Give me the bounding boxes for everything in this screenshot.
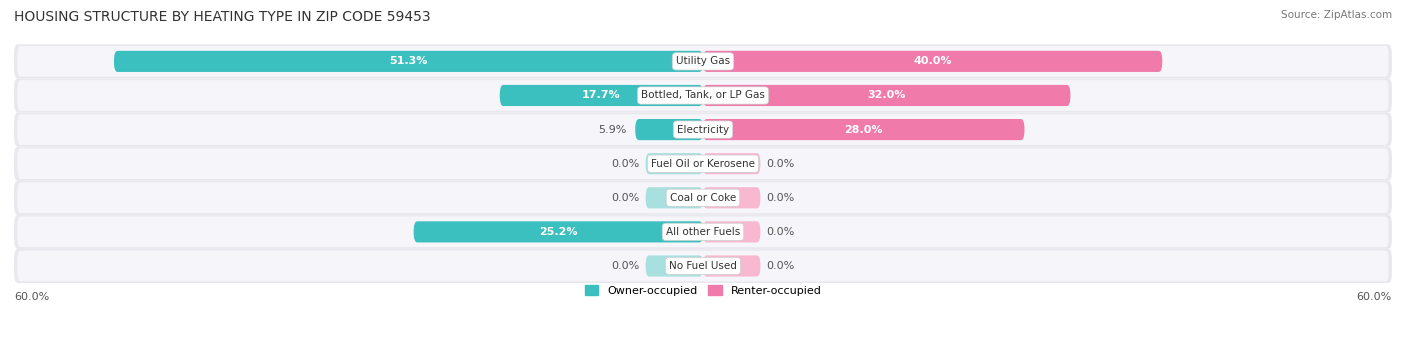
Text: 0.0%: 0.0% (766, 159, 794, 169)
FancyBboxPatch shape (636, 119, 703, 140)
FancyBboxPatch shape (703, 255, 761, 277)
Text: 40.0%: 40.0% (914, 56, 952, 66)
FancyBboxPatch shape (645, 187, 703, 208)
FancyBboxPatch shape (703, 187, 761, 208)
Text: Fuel Oil or Kerosene: Fuel Oil or Kerosene (651, 159, 755, 169)
Text: 0.0%: 0.0% (766, 227, 794, 237)
FancyBboxPatch shape (14, 181, 1392, 215)
Text: 32.0%: 32.0% (868, 90, 905, 101)
Text: 0.0%: 0.0% (612, 261, 640, 271)
Text: Utility Gas: Utility Gas (676, 56, 730, 66)
FancyBboxPatch shape (14, 215, 1392, 249)
FancyBboxPatch shape (14, 78, 1392, 113)
Text: 60.0%: 60.0% (1357, 292, 1392, 301)
Text: 0.0%: 0.0% (766, 261, 794, 271)
FancyBboxPatch shape (17, 251, 1389, 281)
FancyBboxPatch shape (14, 113, 1392, 147)
Text: No Fuel Used: No Fuel Used (669, 261, 737, 271)
Text: All other Fuels: All other Fuels (666, 227, 740, 237)
Text: Bottled, Tank, or LP Gas: Bottled, Tank, or LP Gas (641, 90, 765, 101)
Text: 51.3%: 51.3% (389, 56, 427, 66)
FancyBboxPatch shape (14, 44, 1392, 78)
Text: Electricity: Electricity (676, 124, 730, 135)
FancyBboxPatch shape (703, 221, 761, 242)
FancyBboxPatch shape (703, 85, 1070, 106)
Text: Coal or Coke: Coal or Coke (669, 193, 737, 203)
FancyBboxPatch shape (703, 51, 1163, 72)
FancyBboxPatch shape (14, 147, 1392, 181)
FancyBboxPatch shape (645, 153, 703, 174)
FancyBboxPatch shape (703, 119, 1025, 140)
Text: 28.0%: 28.0% (845, 124, 883, 135)
Text: Source: ZipAtlas.com: Source: ZipAtlas.com (1281, 10, 1392, 20)
FancyBboxPatch shape (114, 51, 703, 72)
FancyBboxPatch shape (17, 80, 1389, 111)
Text: 25.2%: 25.2% (538, 227, 578, 237)
FancyBboxPatch shape (645, 255, 703, 277)
Text: 0.0%: 0.0% (612, 193, 640, 203)
FancyBboxPatch shape (17, 114, 1389, 145)
FancyBboxPatch shape (17, 148, 1389, 179)
Text: 17.7%: 17.7% (582, 90, 620, 101)
Text: HOUSING STRUCTURE BY HEATING TYPE IN ZIP CODE 59453: HOUSING STRUCTURE BY HEATING TYPE IN ZIP… (14, 10, 430, 24)
Text: 0.0%: 0.0% (766, 193, 794, 203)
FancyBboxPatch shape (703, 153, 761, 174)
FancyBboxPatch shape (14, 249, 1392, 283)
FancyBboxPatch shape (17, 46, 1389, 77)
Legend: Owner-occupied, Renter-occupied: Owner-occupied, Renter-occupied (581, 281, 825, 300)
Text: 0.0%: 0.0% (612, 159, 640, 169)
Text: 60.0%: 60.0% (14, 292, 49, 301)
FancyBboxPatch shape (499, 85, 703, 106)
Text: 5.9%: 5.9% (598, 124, 626, 135)
FancyBboxPatch shape (17, 217, 1389, 247)
FancyBboxPatch shape (17, 182, 1389, 213)
FancyBboxPatch shape (413, 221, 703, 242)
